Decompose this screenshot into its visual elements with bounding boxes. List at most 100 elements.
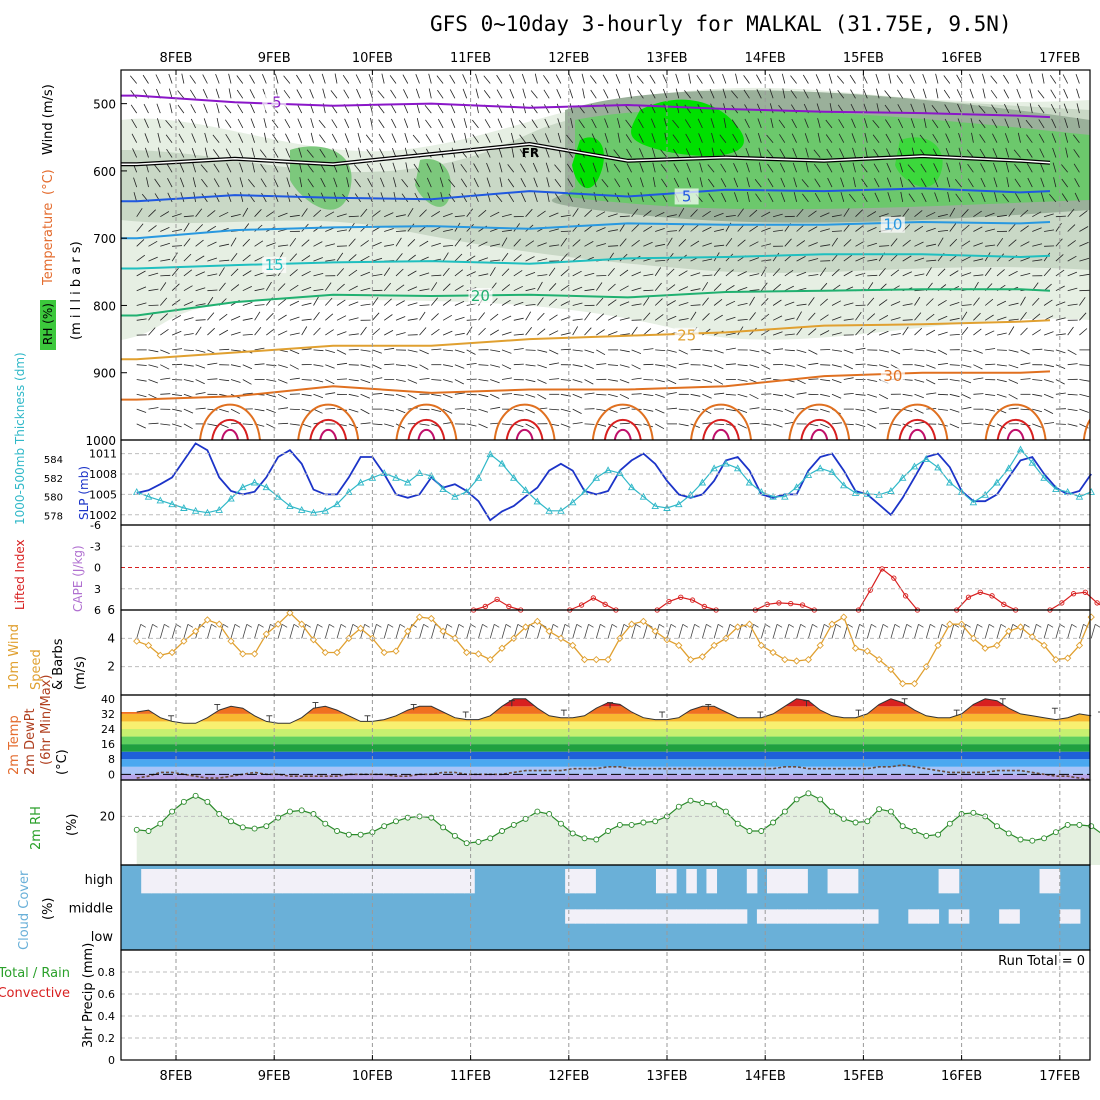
wind-barb-10m (536, 624, 542, 639)
wind-barb (996, 269, 1005, 277)
x-tick-label-top: 9FEB (258, 51, 291, 66)
wind-barb (230, 349, 241, 352)
wind-barb (973, 312, 981, 321)
wind-barb (1074, 178, 1080, 188)
wind-tick-label: 6 (107, 603, 115, 617)
wind-barb (710, 118, 715, 129)
wind-barb (544, 133, 550, 143)
wind-barb (616, 88, 621, 99)
rh-ylabel: (%) (65, 814, 80, 837)
wind-barb (379, 148, 385, 158)
diurnal-isotherm (211, 418, 249, 440)
wind-barb (129, 75, 138, 84)
wind-barb (501, 237, 508, 247)
rh-point (887, 808, 894, 815)
wind-barb (885, 133, 892, 143)
cloud-clear-middle (736, 909, 748, 924)
wind-barb-10m (552, 623, 559, 628)
wind-barb (676, 103, 680, 114)
wind-barb (1079, 328, 1088, 336)
cloud-clear-middle (948, 909, 960, 924)
wind-barb (360, 208, 368, 217)
cloud-clear-high (272, 869, 283, 894)
wind-barb (852, 162, 856, 173)
wind-barb (655, 228, 665, 232)
wind-barb (843, 208, 850, 217)
wind-barb (181, 73, 185, 84)
thickness-point (1004, 464, 1013, 472)
rh-point (157, 820, 164, 827)
wind-barb (690, 288, 701, 292)
wind-barb (195, 271, 205, 277)
wind-barb (898, 133, 904, 143)
wind-barb (202, 74, 208, 84)
wind-barb (485, 133, 491, 143)
wind-barb-10m (223, 623, 229, 628)
rh-shade-bright (572, 137, 604, 189)
cloud-clear-high (332, 869, 344, 894)
wind-barb (454, 215, 465, 218)
wind-barb (914, 312, 922, 321)
wind-barb (899, 162, 904, 173)
wind-barb (372, 364, 382, 370)
wind-barb (495, 193, 503, 203)
wind-barb-10m (171, 624, 177, 639)
wind-barb (615, 74, 621, 84)
wind-barb (266, 393, 277, 398)
wind-barb (478, 379, 489, 382)
wind-barb-10m (831, 624, 837, 639)
wind-barb (933, 163, 939, 173)
wind-barb (925, 298, 934, 306)
wind-barb-10m (925, 624, 931, 639)
wind-barb (756, 89, 762, 99)
wind-barb (521, 73, 526, 84)
wind-barb (537, 274, 548, 277)
wind-barb (808, 258, 819, 262)
thickness-point (993, 478, 1001, 486)
wind-barb (166, 148, 173, 158)
wind-barb (572, 254, 582, 262)
wind-barb (985, 330, 995, 336)
wind-barb (486, 177, 491, 188)
wind-barb (631, 224, 640, 232)
wind-barb (419, 272, 430, 277)
wind-barb-10m (525, 624, 530, 639)
wind-barb (746, 162, 750, 173)
wind-barb (772, 331, 783, 336)
wind-barb (368, 73, 373, 84)
temp-ylabel: (°C) (55, 749, 70, 775)
wind-barb (308, 74, 314, 84)
thickness-point (510, 473, 518, 481)
wind-barb-10m (501, 624, 507, 639)
wind-barb (722, 73, 727, 84)
wind-barb (690, 209, 698, 217)
wind-barb (513, 408, 524, 412)
wind-barb (490, 243, 501, 247)
slp-ylabel: SLP (mb) (77, 466, 91, 520)
rh-shade-bright (895, 137, 943, 187)
wind-barb (867, 328, 876, 336)
wind-barb (195, 255, 205, 262)
wind-barb (796, 349, 807, 353)
thickness-point (380, 469, 388, 477)
wind-barb (607, 423, 618, 429)
wind-barb (242, 286, 252, 292)
wind-barb (584, 311, 591, 321)
wind-barb (391, 118, 397, 129)
thickness-point (545, 506, 553, 514)
wind-barb (784, 317, 795, 321)
wind-barb (537, 393, 547, 400)
cloud-clear-middle (575, 909, 586, 924)
wind-barb (366, 163, 373, 173)
wind-speed-point (192, 627, 200, 635)
wind-barb (990, 75, 998, 84)
wind-barb (1040, 192, 1045, 203)
upper-air-ylabel: RH (%)Temperature(°C)Wind (m/s) (40, 84, 56, 350)
wind-barb (1032, 313, 1041, 321)
cloud-clear-middle (767, 909, 778, 924)
wind-barb (1005, 147, 1010, 158)
wind-barb (1020, 327, 1028, 336)
wind-barb (1015, 193, 1021, 203)
wind-barb (617, 118, 621, 128)
wind-barb (525, 393, 536, 398)
